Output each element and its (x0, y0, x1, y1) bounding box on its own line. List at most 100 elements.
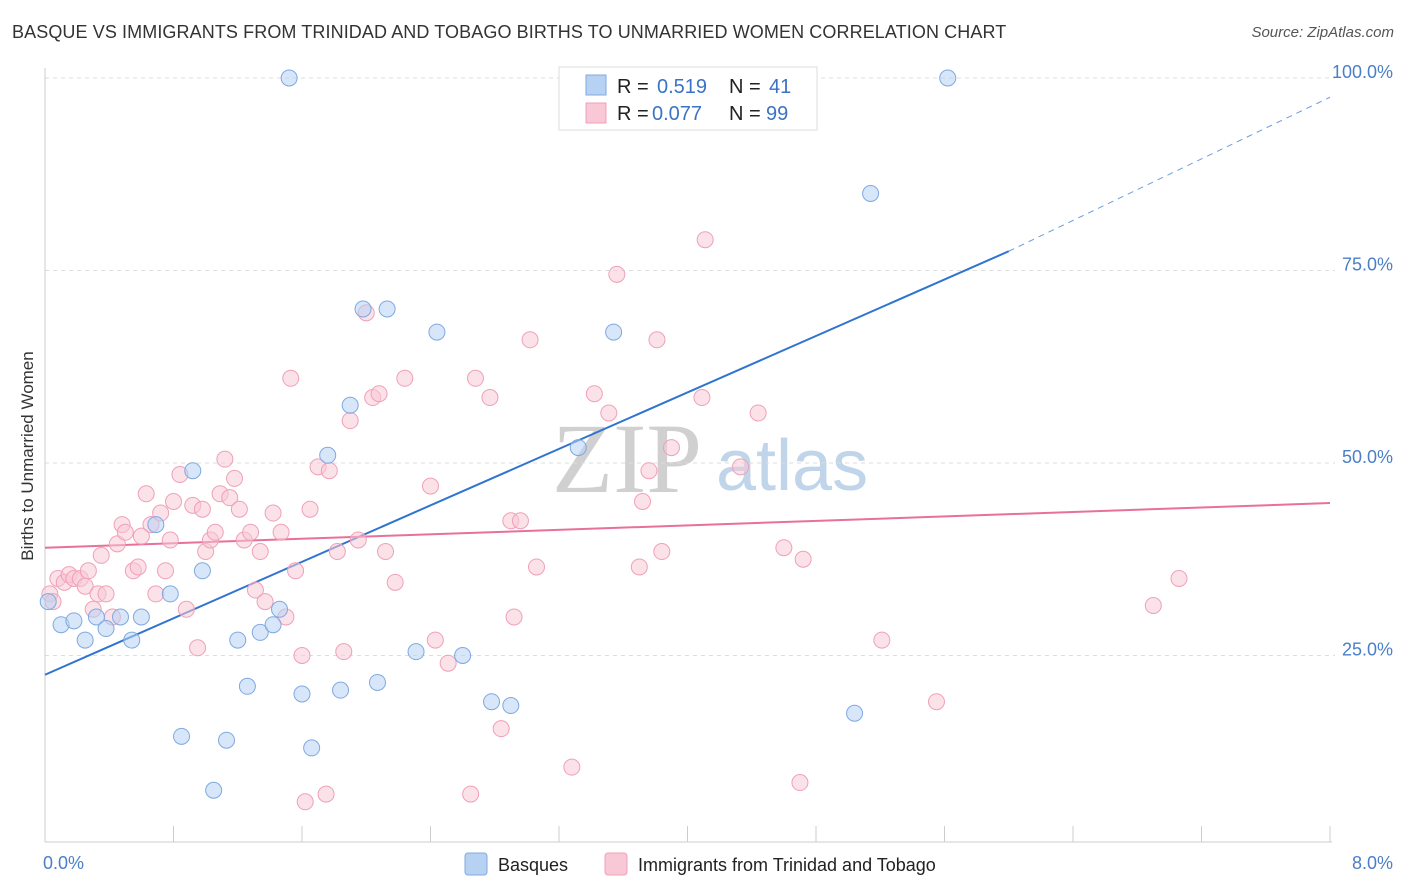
data-point-1-16 (116, 523, 134, 541)
data-point-1-79 (585, 385, 603, 403)
data-point-1-49 (287, 562, 305, 580)
trend-line-1 (44, 502, 1331, 549)
data-point-0-25 (332, 681, 350, 699)
data-point-1-42 (246, 581, 264, 599)
series-legend: Basques Immigrants from Trinidad and Tob… (464, 852, 936, 876)
trend-lines (44, 96, 1331, 676)
legend-r-value-1: 0.519 (657, 76, 707, 98)
data-point-0-2 (65, 612, 83, 630)
data-point-1-78 (563, 758, 581, 776)
data-point-1-22 (147, 585, 165, 603)
data-point-1-90 (732, 458, 750, 476)
legend-label-trinidad: Immigrants from Trinidad and Tobago (638, 855, 936, 875)
data-point-0-17 (238, 677, 256, 695)
legend-n-value-1: 41 (769, 76, 791, 98)
data-point-1-93 (791, 774, 809, 792)
data-point-0-28 (368, 673, 386, 691)
y-tick-label-50: 50.0% (1342, 447, 1393, 467)
data-point-1-45 (264, 504, 282, 522)
data-point-0-13 (193, 562, 211, 580)
legend-n-value-2: 99 (766, 103, 788, 125)
data-point-0-3 (76, 631, 94, 649)
y-tick-label-25: 25.0% (1342, 640, 1393, 660)
data-point-1-30 (189, 639, 207, 657)
data-point-0-23 (303, 739, 321, 757)
data-point-1-19 (132, 527, 150, 545)
data-point-0-34 (502, 697, 520, 715)
data-point-1-43 (251, 543, 269, 561)
data-point-1-65 (396, 369, 414, 387)
data-point-1-20 (137, 485, 155, 503)
data-point-1-37 (221, 489, 239, 507)
data-point-1-70 (466, 369, 484, 387)
axes (44, 68, 1332, 843)
data-point-1-89 (696, 231, 714, 249)
data-point-1-54 (317, 785, 335, 803)
data-point-1-56 (328, 543, 346, 561)
data-point-1-48 (282, 369, 300, 387)
data-point-0-24 (319, 446, 337, 464)
data-point-0-11 (173, 727, 191, 745)
x-tick-label-min: 0.0% (43, 853, 84, 873)
data-point-0-10 (161, 585, 179, 603)
trend-line-extension-0 (1008, 96, 1331, 252)
data-point-0-26 (341, 396, 359, 414)
data-point-0-38 (862, 185, 880, 202)
data-point-1-58 (341, 412, 359, 430)
data-points (39, 69, 1188, 811)
data-point-1-41 (242, 523, 260, 541)
data-point-1-66 (422, 477, 439, 495)
data-point-1-39 (230, 500, 248, 518)
data-point-1-18 (129, 558, 147, 576)
data-point-1-76 (521, 331, 539, 349)
data-point-1-14 (108, 535, 126, 553)
data-point-1-24 (156, 562, 174, 580)
data-point-0-14 (205, 781, 223, 799)
data-point-0-19 (264, 616, 282, 634)
data-point-0-7 (123, 631, 141, 649)
legend-r-value-2: 0.077 (652, 103, 702, 125)
data-point-1-98 (1170, 570, 1188, 587)
data-point-1-94 (794, 550, 812, 568)
data-point-1-95 (873, 631, 891, 649)
data-point-1-44 (256, 593, 274, 611)
data-point-0-20 (271, 600, 289, 618)
data-point-0-27 (354, 300, 372, 318)
source-label: Source: ZipAtlas.com (1251, 24, 1394, 41)
data-point-1-82 (630, 558, 648, 576)
data-point-1-74 (505, 608, 523, 626)
data-point-1-62 (370, 385, 388, 403)
data-point-1-38 (226, 469, 244, 487)
data-point-1-83 (634, 493, 652, 510)
data-point-0-21 (280, 69, 298, 87)
y-tick-label-75: 75.0% (1342, 255, 1393, 275)
legend-swatch-trinidad (585, 102, 607, 124)
data-point-0-22 (293, 685, 311, 703)
data-point-0-0 (39, 593, 57, 611)
y-tick-label-100: 100.0% (1332, 62, 1393, 82)
data-point-1-63 (377, 543, 395, 561)
data-point-1-8 (79, 562, 97, 580)
legend-r-label-2: R = (617, 103, 649, 125)
chart-title: BASQUE VS IMMIGRANTS FROM TRINIDAD AND T… (12, 22, 1007, 42)
data-point-0-30 (407, 643, 425, 661)
y-tick-labels: 25.0% 50.0% 75.0% 100.0% (1332, 62, 1393, 660)
data-point-1-12 (97, 585, 115, 603)
data-point-1-92 (775, 539, 793, 557)
data-point-0-5 (97, 620, 115, 638)
data-point-1-69 (462, 785, 480, 803)
legend-swatch-basques-bottom (464, 852, 488, 876)
data-point-0-37 (846, 704, 864, 722)
stats-legend: R = 0.519 N = 41 R = 0.077 N = 99 (558, 66, 818, 131)
data-point-1-97 (1144, 596, 1162, 614)
data-point-1-81 (608, 265, 626, 283)
data-point-0-35 (569, 439, 587, 457)
data-point-1-50 (293, 647, 311, 664)
data-point-1-25 (161, 531, 179, 549)
x-tick-label-max: 8.0% (1352, 853, 1393, 873)
trend-line-0 (44, 250, 1010, 676)
data-point-1-55 (320, 462, 338, 480)
data-point-1-91 (749, 404, 767, 422)
data-point-0-31 (428, 323, 446, 341)
